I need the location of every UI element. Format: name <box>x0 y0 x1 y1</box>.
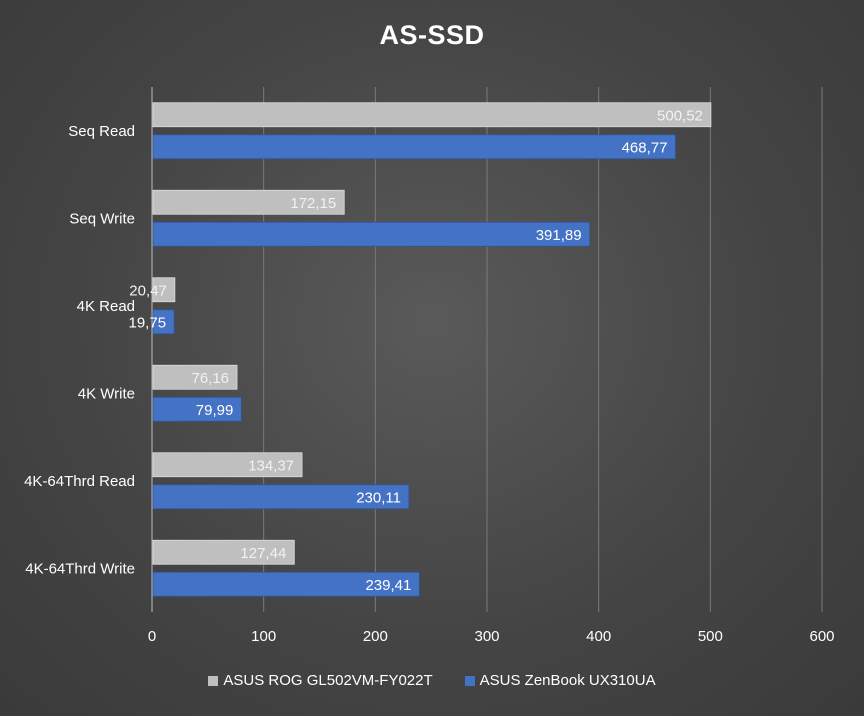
data-label: 468,77 <box>622 139 668 156</box>
data-label: 76,16 <box>191 370 229 387</box>
bar-series-1 <box>152 539 295 565</box>
legend-swatch-series-1 <box>208 675 219 686</box>
data-label: 20,47 <box>129 282 167 299</box>
x-tick-label: 0 <box>148 628 156 645</box>
x-tick-label: 300 <box>474 628 499 645</box>
legend-label-series-1: ASUS ROG GL502VM-FY022T <box>223 672 433 689</box>
legend-item-series-1: ASUS ROG GL502VM-FY022T <box>208 672 433 689</box>
category-label: 4K Read <box>77 298 135 315</box>
x-tick-label: 200 <box>363 628 388 645</box>
bar-series-2 <box>152 396 242 422</box>
bar-series-2 <box>152 484 410 510</box>
category-label: 4K-64Thrd Read <box>24 473 135 490</box>
legend-item-series-2: ASUS ZenBook UX310UA <box>464 672 656 689</box>
bar-series-1 <box>152 102 712 128</box>
bar-series-2 <box>152 309 175 335</box>
data-label: 172,15 <box>290 195 336 212</box>
bar-series-1 <box>152 277 176 303</box>
category-label: Seq Read <box>68 123 135 140</box>
x-tick-label: 600 <box>809 628 834 645</box>
bar-series-2 <box>152 134 676 160</box>
category-label: 4K-64Thrd Write <box>25 560 135 577</box>
legend-label-series-2: ASUS ZenBook UX310UA <box>479 672 656 689</box>
data-label: 239,41 <box>365 577 411 594</box>
category-label: Seq Write <box>69 210 135 227</box>
legend-swatch-series-2 <box>464 675 475 686</box>
x-tick-label: 400 <box>586 628 611 645</box>
data-label: 134,37 <box>248 457 294 474</box>
data-label: 391,89 <box>536 227 582 244</box>
category-label: 4K Write <box>78 385 135 402</box>
data-label: 79,99 <box>196 402 234 419</box>
bar-series-2 <box>152 571 420 597</box>
chart-title: AS-SSD <box>379 20 485 50</box>
x-tick-label: 500 <box>698 628 723 645</box>
data-label: 230,11 <box>356 489 401 506</box>
bar-series-1 <box>152 189 345 215</box>
bar-series-2 <box>152 221 591 247</box>
bar-series-1 <box>152 452 303 478</box>
data-label: 500,52 <box>657 107 703 124</box>
data-label: 127,44 <box>240 545 286 562</box>
data-label: 19,75 <box>129 314 167 331</box>
x-tick-label: 100 <box>251 628 276 645</box>
legend: ASUS ROG GL502VM-FY022T ASUS ZenBook UX3… <box>0 672 864 689</box>
bar-series-1 <box>152 364 238 390</box>
